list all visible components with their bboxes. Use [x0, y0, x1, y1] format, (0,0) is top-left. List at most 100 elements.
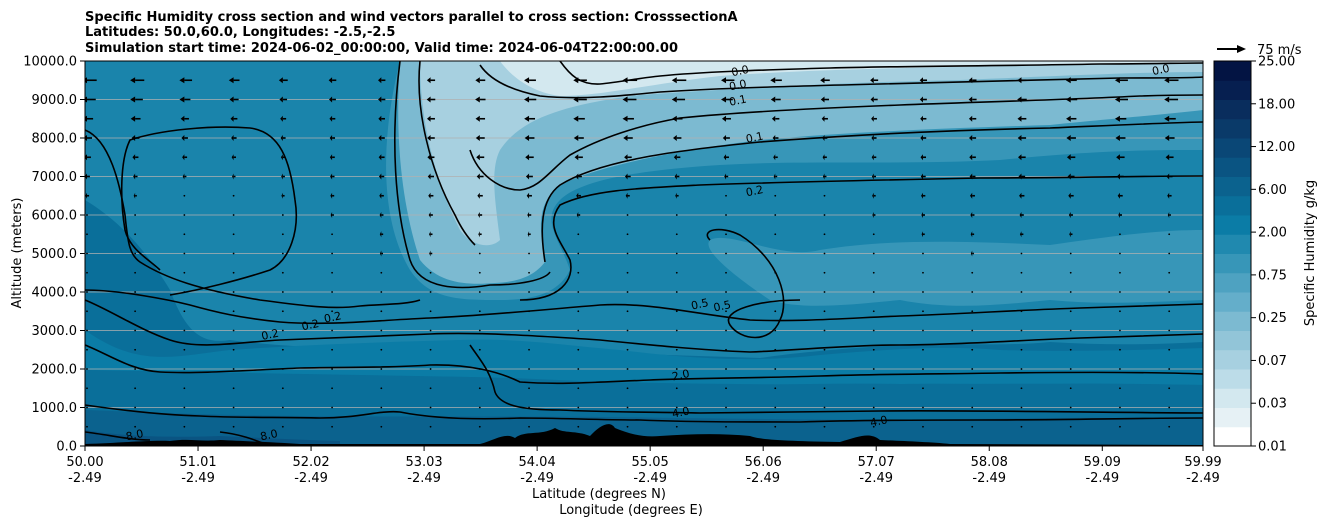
- wind-vector: [429, 250, 433, 257]
- wind-vector: [1020, 387, 1023, 390]
- wind-vector: [1168, 368, 1171, 370]
- chart-title-line-1: Specific Humidity cross section and wind…: [85, 10, 738, 25]
- wind-vector: [378, 96, 386, 103]
- wind-vector: [971, 348, 974, 351]
- wind-vector: [872, 291, 875, 293]
- colorbar-frame: [1213, 60, 1252, 447]
- wind-vector: [626, 406, 629, 409]
- wind-vector-dot: [134, 214, 137, 216]
- wind-vector: [429, 291, 432, 293]
- wind-vector-head: [1167, 192, 1170, 199]
- wind-vector-dot: [577, 291, 580, 293]
- wind-vector-dot: [1069, 271, 1072, 274]
- wind-vector-dot: [1119, 425, 1121, 428]
- wind-vector: [577, 329, 580, 332]
- wind-vector-dot: [725, 425, 727, 428]
- wind-vector: [1068, 212, 1073, 218]
- wind-vector-head: [1164, 115, 1170, 122]
- colorbar-tick-label: 0.25: [1258, 311, 1287, 326]
- wind-vector: [821, 115, 828, 122]
- wind-vector-head: [721, 96, 727, 103]
- wind-vector: [1019, 212, 1024, 218]
- wind-vector: [132, 154, 139, 161]
- wind-vector-dot: [823, 291, 826, 293]
- wind-vector: [528, 348, 530, 351]
- wind-vector-dot: [86, 233, 88, 236]
- wind-vector: [478, 252, 481, 255]
- wind-vector: [1168, 387, 1171, 390]
- wind-vector: [725, 387, 727, 390]
- wind-vector-dot: [922, 368, 924, 370]
- wind-vector-dot: [183, 252, 186, 255]
- wind-vector-dot: [86, 406, 88, 409]
- wind-vector-head: [330, 212, 333, 218]
- wind-vector-head: [820, 96, 825, 103]
- wind-vector-dot: [380, 348, 383, 351]
- wind-vector-head: [379, 231, 382, 238]
- wind-vector: [872, 233, 875, 236]
- wind-vector-head: [969, 154, 973, 161]
- wind-vector: [524, 77, 536, 84]
- wind-vector-head: [1114, 77, 1120, 84]
- wind-vector-dot: [626, 348, 629, 351]
- wind-vector-dot: [86, 329, 88, 332]
- wind-vector-dot: [872, 348, 875, 351]
- wind-vector: [1017, 77, 1027, 84]
- wind-vector-dot: [626, 291, 629, 293]
- wind-vector: [1019, 192, 1025, 199]
- wind-vector-dot: [331, 310, 333, 313]
- wind-vector-head: [1066, 135, 1071, 141]
- wind-vector-dot: [134, 329, 137, 332]
- contour-label: 0.2: [745, 183, 765, 199]
- wind-vector: [1168, 329, 1171, 332]
- wind-vector: [281, 406, 284, 409]
- wind-vector-dot: [134, 271, 137, 274]
- wind-vector-head: [378, 135, 382, 141]
- wind-vector: [971, 291, 974, 293]
- wind-vector: [331, 329, 333, 332]
- wind-vector-dot: [922, 271, 924, 274]
- wind-vector-head: [133, 192, 136, 199]
- wind-vector: [429, 348, 432, 351]
- x-tick-label-lon: -2.49: [294, 471, 328, 486]
- wind-vector-dot: [1168, 271, 1171, 274]
- wind-vector: [624, 154, 632, 161]
- wind-vector-dot: [774, 425, 777, 428]
- wind-vector-head: [822, 173, 825, 180]
- contour-0.75: [85, 299, 1203, 353]
- wind-vector-head: [625, 192, 628, 199]
- wind-vector-dot: [183, 291, 186, 293]
- wind-vector: [1069, 329, 1072, 332]
- x-tick-label-lon: -2.49: [633, 471, 667, 486]
- wind-vector: [823, 291, 826, 293]
- wind-vector: [773, 154, 778, 161]
- wind-vector: [1119, 291, 1121, 293]
- wind-vector-dot: [725, 291, 727, 293]
- wind-vector: [872, 310, 875, 313]
- wind-vector-head: [968, 96, 973, 103]
- x-axis-label-latitude: Latitude (degrees N): [532, 487, 666, 502]
- wind-vector: [280, 154, 286, 161]
- wind-vector-dot: [134, 368, 137, 370]
- wind-vector: [774, 368, 777, 370]
- wind-vector-dot: [872, 368, 875, 370]
- wind-vector-dot: [478, 387, 481, 390]
- wind-vector-dot: [823, 348, 826, 351]
- wind-vector: [476, 173, 484, 180]
- wind-vector-dot: [380, 406, 383, 409]
- wind-vector-head: [770, 96, 776, 103]
- wind-vector: [133, 192, 137, 199]
- wind-vector-dot: [331, 348, 333, 351]
- wind-vector: [475, 135, 485, 141]
- wind-vector-dot: [1119, 233, 1121, 236]
- wind-vector: [577, 310, 580, 313]
- wind-vector: [971, 271, 974, 274]
- wind-vector: [577, 406, 580, 409]
- wind-vector: [970, 212, 975, 218]
- wind-vector: [774, 425, 777, 428]
- wind-vector: [1167, 212, 1171, 218]
- wind-vector-head: [822, 154, 825, 161]
- wind-vector: [774, 214, 777, 216]
- wind-vector-head: [1117, 192, 1120, 199]
- wind-vector-dot: [86, 368, 88, 370]
